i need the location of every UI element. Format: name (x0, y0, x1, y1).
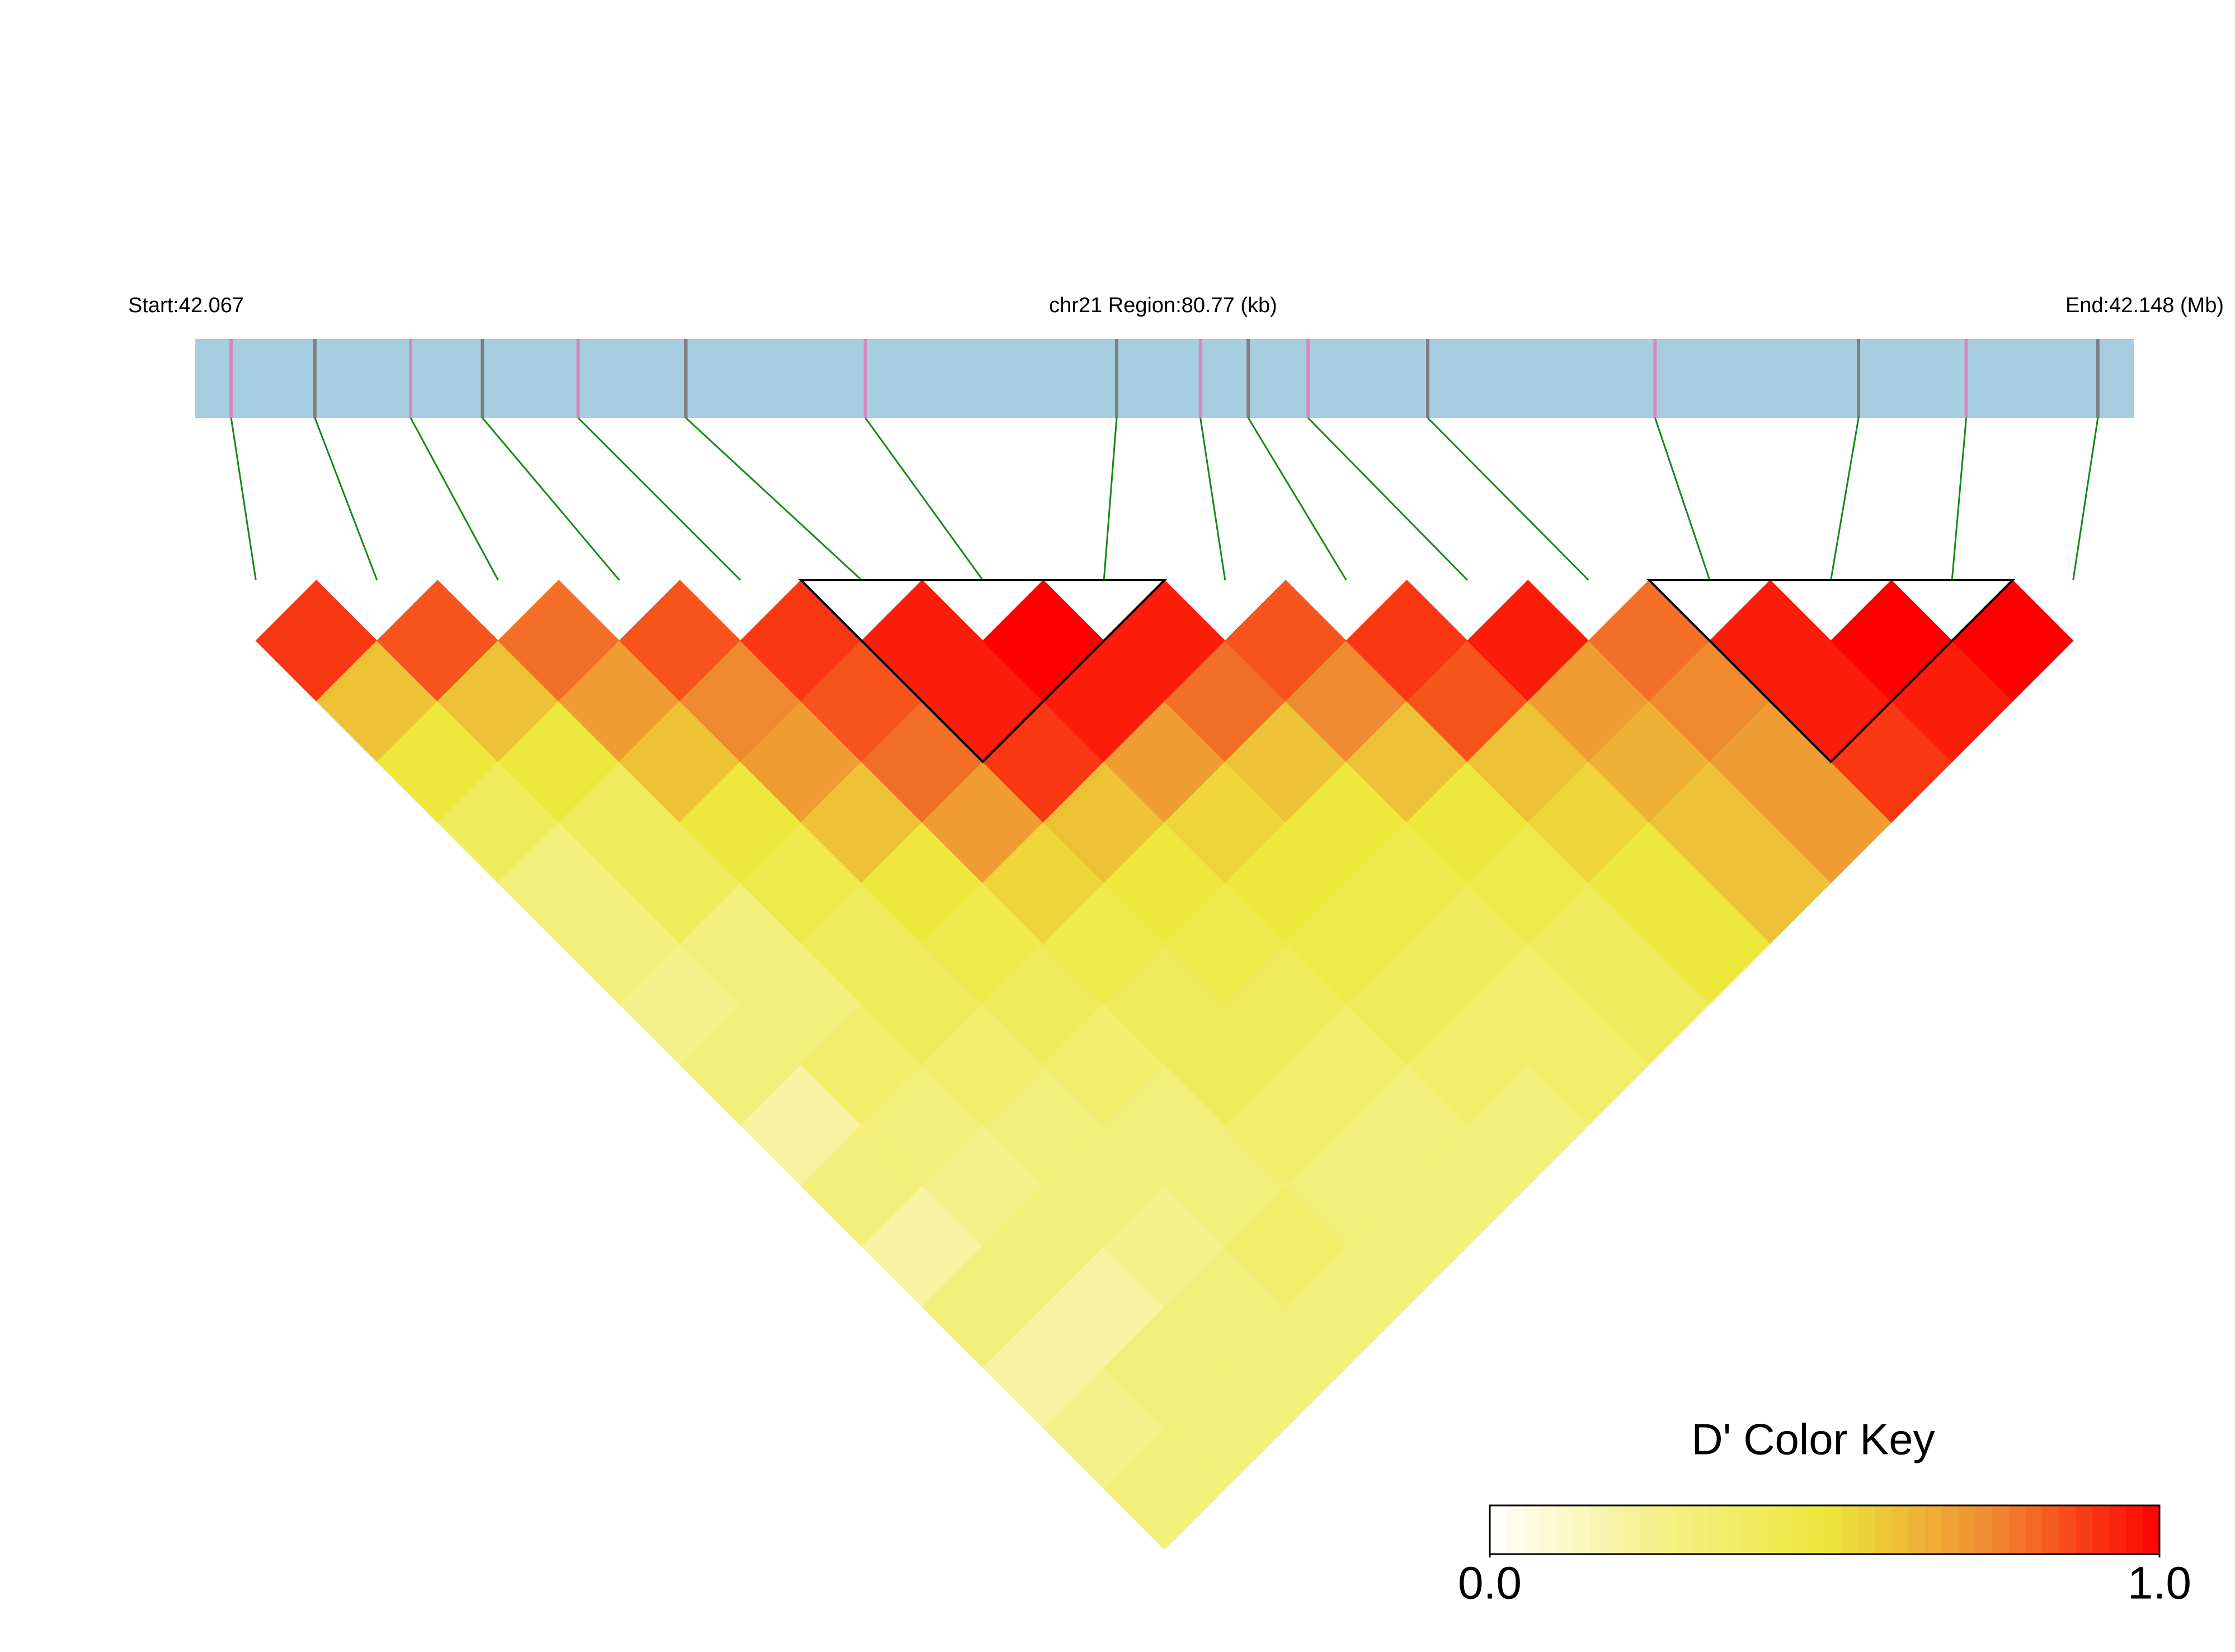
color-key-step (1506, 1505, 1524, 1554)
color-key-step (2126, 1505, 2144, 1554)
color-key-step (1740, 1505, 1758, 1554)
color-key-step (1674, 1505, 1692, 1554)
snp-link (1247, 417, 1347, 581)
color-key-step (1941, 1505, 1959, 1554)
ld-block (1646, 579, 2016, 764)
ld-block (798, 579, 1168, 764)
color-key-step (1891, 1505, 1909, 1554)
color-key-step (1841, 1505, 1859, 1554)
snp-link (410, 417, 499, 581)
snp-link (230, 417, 257, 581)
snp-link (2072, 417, 2099, 581)
color-key-step (1490, 1505, 1507, 1554)
color-key-step (1590, 1505, 1608, 1554)
color-key-step (1707, 1505, 1725, 1554)
color-key-step (1875, 1505, 1893, 1554)
snp-link (1427, 417, 1589, 581)
color-key-step (2042, 1505, 2060, 1554)
color-key-step (1975, 1505, 1993, 1554)
color-key-step (1657, 1505, 1675, 1554)
color-key-step (1624, 1505, 1641, 1554)
snp-link (1307, 417, 1468, 581)
color-key-step (1757, 1505, 1775, 1554)
color-key-step (1573, 1505, 1591, 1554)
snp-link (685, 417, 863, 581)
snp-link (577, 417, 741, 581)
color-key-step (1925, 1505, 1942, 1554)
color-key-step (1607, 1505, 1625, 1554)
color-key-step (2092, 1505, 2110, 1554)
color-key-step (1724, 1505, 1742, 1554)
snp-link (1199, 417, 1226, 581)
color-key-step (1992, 1505, 2010, 1554)
end-label: End:42.148 (Mb) (2065, 294, 2224, 317)
color-key-step (1523, 1505, 1541, 1554)
snp-link (864, 417, 984, 581)
color-key-step (1791, 1505, 1809, 1554)
color-key-label: 0.0 (1458, 1558, 1522, 1609)
color-key-step (1958, 1505, 1976, 1554)
snp-track (195, 339, 2134, 418)
color-key-step (1808, 1505, 1825, 1554)
color-key-label: 1.0 (2128, 1558, 2191, 1609)
color-key-step (2109, 1505, 2127, 1554)
color-key-step (1908, 1505, 1926, 1554)
color-key-step (1556, 1505, 1574, 1554)
color-key-step (1858, 1505, 1876, 1554)
start-label: Start:42.067 (128, 294, 244, 317)
snp-link (1830, 417, 1860, 581)
color-key-frame (1489, 1504, 2161, 1555)
snp-link (314, 417, 378, 581)
color-key-step (2059, 1505, 2077, 1554)
snp-link (1951, 417, 1968, 581)
legend-title: D' Color Key (1691, 1415, 1935, 1464)
chart-title: chr21 Region:80.77 (kb) (1049, 294, 1277, 317)
color-key-step (2008, 1505, 2026, 1554)
color-key-step (1691, 1505, 1709, 1554)
snp-link (1103, 417, 1118, 581)
color-key-step (2143, 1505, 2160, 1554)
color-key-step (1774, 1505, 1792, 1554)
color-key-step (2076, 1505, 2093, 1554)
color-key-step (2025, 1505, 2043, 1554)
color-key-step (1540, 1505, 1558, 1554)
color-key-step (1824, 1505, 1842, 1554)
color-key-step (1640, 1505, 1658, 1554)
snp-link (1654, 417, 1711, 581)
snp-link (482, 417, 620, 581)
